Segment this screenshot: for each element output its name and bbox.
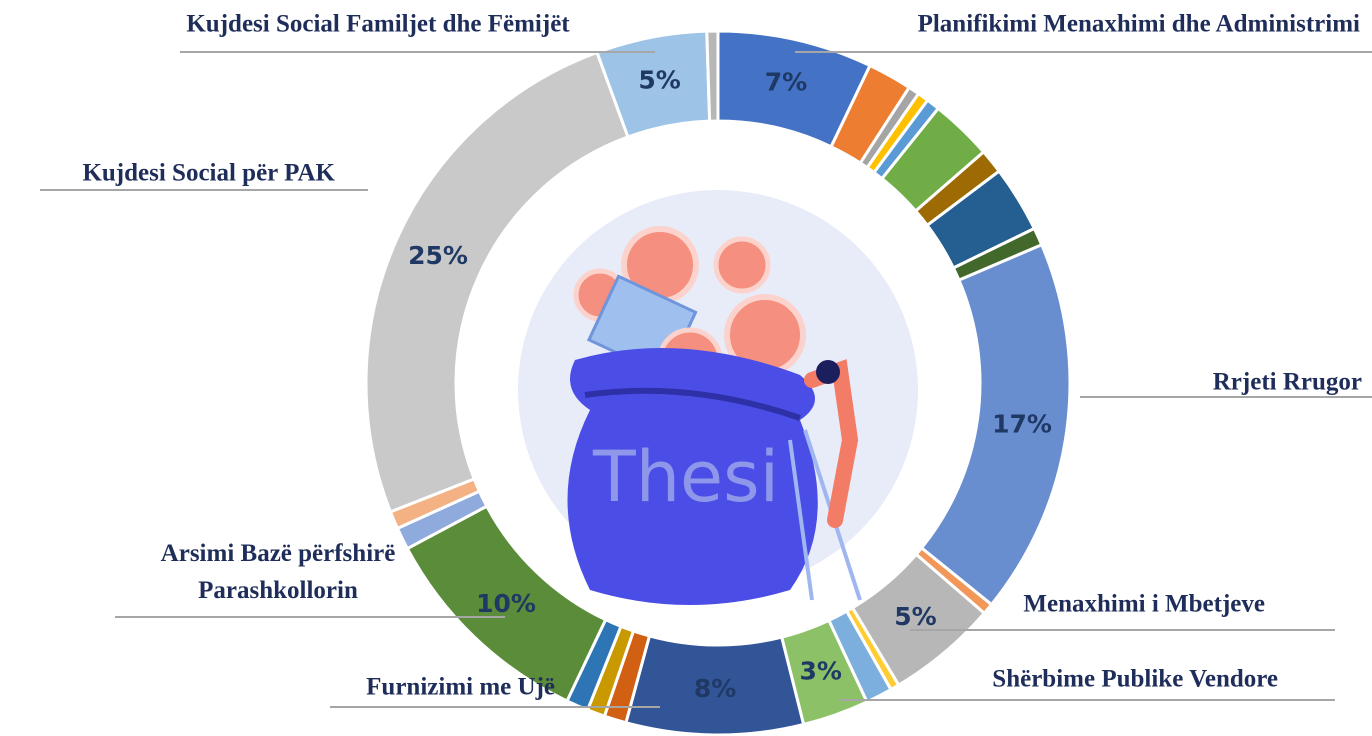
value-label: 25%	[408, 241, 468, 270]
category-label: Menaxhimi i Mbetjeve	[1023, 591, 1265, 618]
value-label: 5%	[894, 602, 936, 631]
value-label: 10%	[476, 589, 536, 618]
center-text: Thesi	[592, 436, 779, 518]
category-label: Rrjeti Rrugor	[1213, 369, 1362, 396]
slice	[705, 29, 720, 123]
category-label: Kujdesi Social Familjet dhe Fëmijët	[186, 11, 570, 38]
donut	[364, 29, 1072, 736]
value-label: 5%	[638, 66, 680, 95]
category-label: Shërbime Publike Vendore	[992, 666, 1278, 693]
category-label: Kujdesi Social për PAK	[82, 160, 335, 187]
value-label: 3%	[800, 656, 842, 685]
value-label: 17%	[992, 409, 1052, 438]
category-label: Planifikimi Menaxhimi dhe Administrimi	[918, 11, 1360, 38]
value-label: 7%	[765, 68, 807, 97]
value-label: 8%	[694, 674, 736, 703]
category-label: Furnizimi me Ujë	[366, 674, 555, 701]
illustration	[518, 190, 918, 605]
category-label: Arsimi Bazë përfshirë Parashkollorin	[161, 540, 396, 604]
slice	[364, 50, 630, 514]
